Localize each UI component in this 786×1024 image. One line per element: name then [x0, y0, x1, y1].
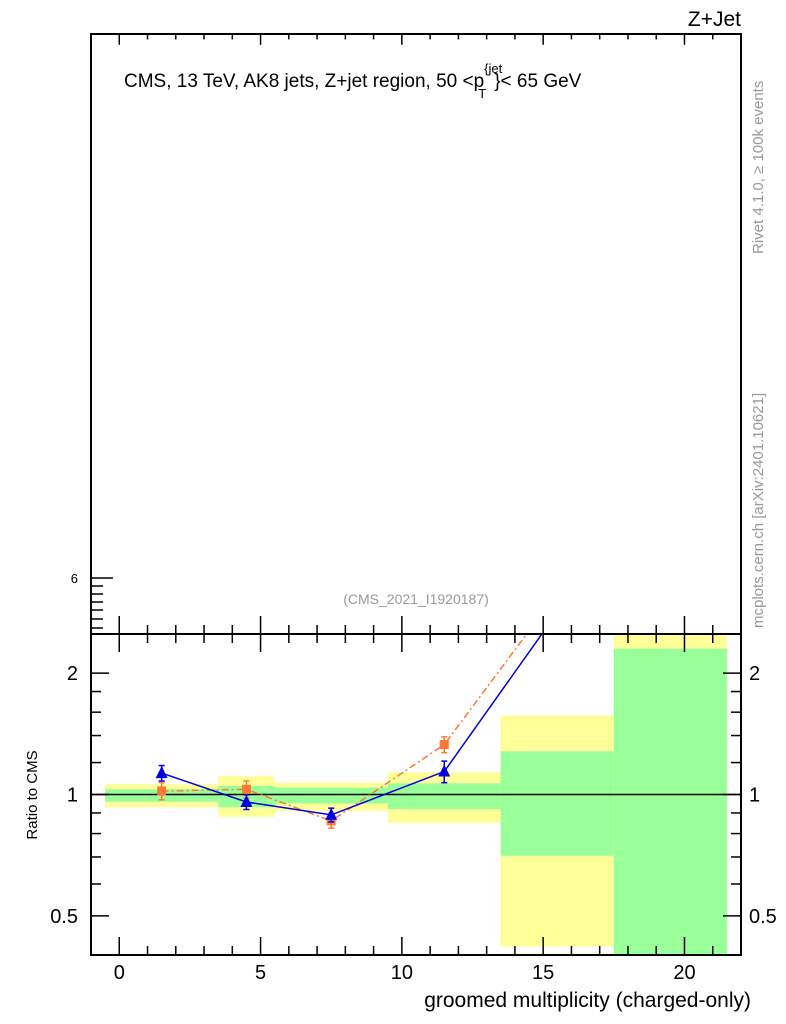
uncertainty-band-inner	[613, 648, 727, 955]
analysis-id: (CMS_2021_I1920187)	[343, 591, 489, 607]
y-tick-label-right: 1	[749, 785, 760, 807]
y-tick-label-right: 2	[749, 663, 760, 685]
process-label: Z+Jet	[688, 8, 741, 31]
triangle-marker	[240, 795, 253, 808]
ratio-panel-frame	[90, 633, 742, 956]
y-tick-label-right: 0.5	[749, 906, 777, 928]
plot-title-tail: }< 65 GeV	[494, 71, 581, 92]
x-tick-label: 15	[532, 962, 554, 984]
main-panel-frame	[90, 33, 742, 635]
triangle-marker	[155, 766, 168, 779]
x-tick-label: 10	[391, 962, 413, 984]
main-panel: CMS, 13 TeV, AK8 jets, Z+jet region, 50 …	[71, 33, 742, 635]
square-marker	[439, 740, 449, 750]
plot-title-sup: {jet	[484, 61, 502, 76]
plot-title-sub: T	[478, 86, 486, 101]
square-marker	[157, 786, 167, 796]
y-tick-label: 1	[67, 785, 78, 807]
uncertainty-band-inner	[387, 783, 501, 810]
y-axis-label: Ratio to CMS	[24, 750, 41, 839]
series-group	[155, 634, 543, 829]
triangle-marker	[325, 807, 338, 820]
x-tick-label: 5	[255, 962, 266, 984]
y-tick-label: 2	[67, 663, 78, 685]
triangle-marker	[438, 764, 451, 777]
ratio-panel: 0 5 10 15 20 0.5 0.5 1 1 2 2 Ratio to CMS groomed …	[24, 34, 777, 1012]
x-axis-label: groomed multiplicity (charged-only)	[424, 989, 751, 1012]
x-tick-label: 20	[673, 962, 695, 984]
main-y-tick-label: 6	[71, 571, 78, 586]
square-marker	[241, 784, 251, 794]
y-tick-label: 0.5	[50, 906, 78, 928]
uncertainty-band-inner	[500, 751, 614, 856]
x-tick-label: 0	[114, 962, 125, 984]
uncertainty-band-inner	[274, 787, 388, 804]
mcplots-label: mcplots.cern.ch [arXiv:2401.10621]	[750, 393, 767, 628]
rivet-version-label: Rivet 4.1.0, ≥ 100k events	[750, 81, 767, 254]
plot-title-main: CMS, 13 TeV, AK8 jets, Z+jet region, 50 …	[124, 71, 484, 92]
plot-title: CMS, 13 TeV, AK8 jets, Z+jet region, 50 …	[124, 61, 582, 101]
